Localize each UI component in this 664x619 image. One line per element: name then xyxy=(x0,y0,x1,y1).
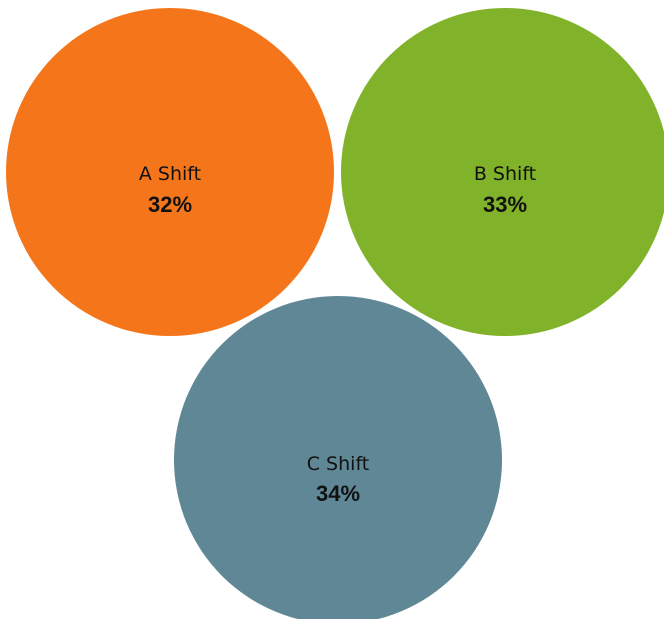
bubble-b-shift-circle xyxy=(341,8,664,336)
bubble-c-shift-label: C Shift xyxy=(307,453,370,475)
bubble-a-shift-label: A Shift xyxy=(139,163,201,185)
bubble-c-shift-circle xyxy=(174,296,502,619)
bubble-b-shift-value: 33% xyxy=(483,192,527,217)
bubble-b-shift: B Shift 33% xyxy=(341,8,664,336)
bubble-a-shift: A Shift 32% xyxy=(6,8,334,336)
bubble-c-shift-value: 34% xyxy=(316,481,360,506)
bubble-c-shift: C Shift 34% xyxy=(174,296,502,619)
bubble-b-shift-label: B Shift xyxy=(474,163,536,185)
bubble-a-shift-value: 32% xyxy=(148,192,192,217)
bubble-a-shift-circle xyxy=(6,8,334,336)
